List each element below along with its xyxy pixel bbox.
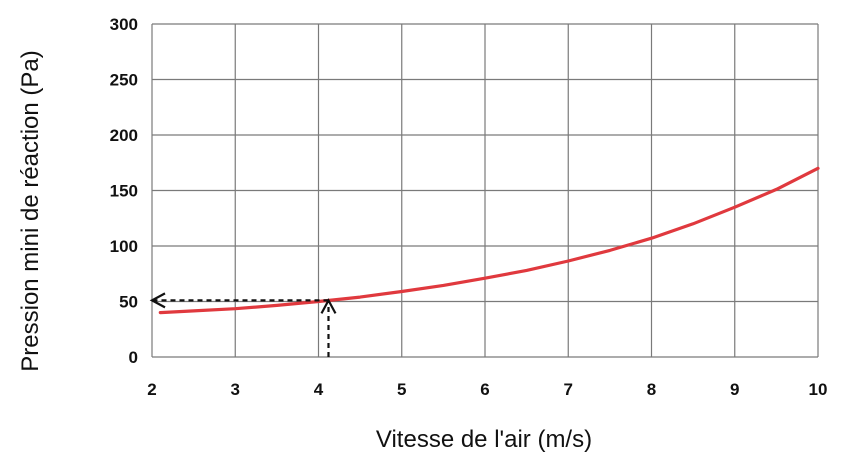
y-tick-label: 200 bbox=[110, 126, 138, 145]
y-axis-title: Pression mini de réaction (Pa) bbox=[17, 50, 44, 371]
y-tick-label: 300 bbox=[110, 15, 138, 34]
y-tick-label: 250 bbox=[110, 71, 138, 90]
y-tick-label: 50 bbox=[119, 293, 138, 312]
x-tick-label: 10 bbox=[809, 380, 828, 399]
x-tick-label: 6 bbox=[480, 380, 489, 399]
x-tick-label: 5 bbox=[397, 380, 406, 399]
x-tick-label: 7 bbox=[564, 380, 573, 399]
x-tick-labels: 2 3 4 5 6 7 8 9 10 bbox=[147, 380, 827, 399]
series-layer bbox=[158, 166, 820, 315]
y-tick-labels: 0 50 100 150 200 250 300 bbox=[110, 15, 138, 367]
x-tick-label: 8 bbox=[647, 380, 656, 399]
x-tick-label: 9 bbox=[730, 380, 739, 399]
x-tick-label: 3 bbox=[231, 380, 240, 399]
x-axis-title: Vitesse de l'air (m/s) bbox=[376, 426, 592, 453]
y-tick-label: 150 bbox=[110, 182, 138, 201]
annotations bbox=[149, 292, 337, 357]
y-tick-label: 100 bbox=[110, 237, 138, 256]
x-tick-label: 2 bbox=[147, 380, 156, 399]
y-tick-label: 0 bbox=[129, 348, 138, 367]
grid bbox=[151, 23, 819, 358]
x-tick-label: 4 bbox=[314, 380, 324, 399]
annotation-arrow-head-1 bbox=[149, 292, 166, 309]
series-line-0 bbox=[158, 166, 820, 315]
